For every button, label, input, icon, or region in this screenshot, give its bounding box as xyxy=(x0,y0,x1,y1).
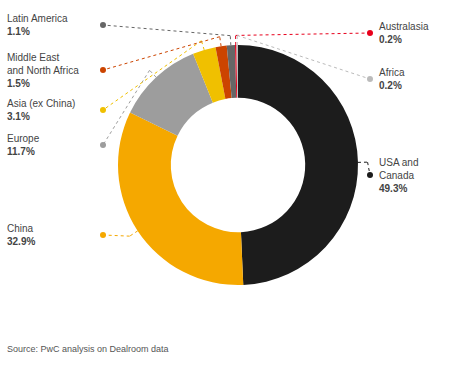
svg-text:Asia (ex China)3.1%: Asia (ex China)3.1% xyxy=(7,98,75,122)
svg-text:Australasia0.2%: Australasia0.2% xyxy=(379,21,429,45)
svg-text:USA andCanada49.3%: USA andCanada49.3% xyxy=(379,157,418,194)
svg-text:China32.9%: China32.9% xyxy=(7,223,35,247)
svg-text:Middle Eastand North Africa1.5: Middle Eastand North Africa1.5% xyxy=(7,52,79,89)
svg-text:Europe11.7%: Europe11.7% xyxy=(7,133,40,157)
svg-text:Latin America1.1%: Latin America1.1% xyxy=(7,13,68,37)
svg-text:Africa0.2%: Africa0.2% xyxy=(379,67,405,91)
svg-text:Source: PwC analysis on Dealro: Source: PwC analysis on Dealroom data xyxy=(7,344,169,354)
